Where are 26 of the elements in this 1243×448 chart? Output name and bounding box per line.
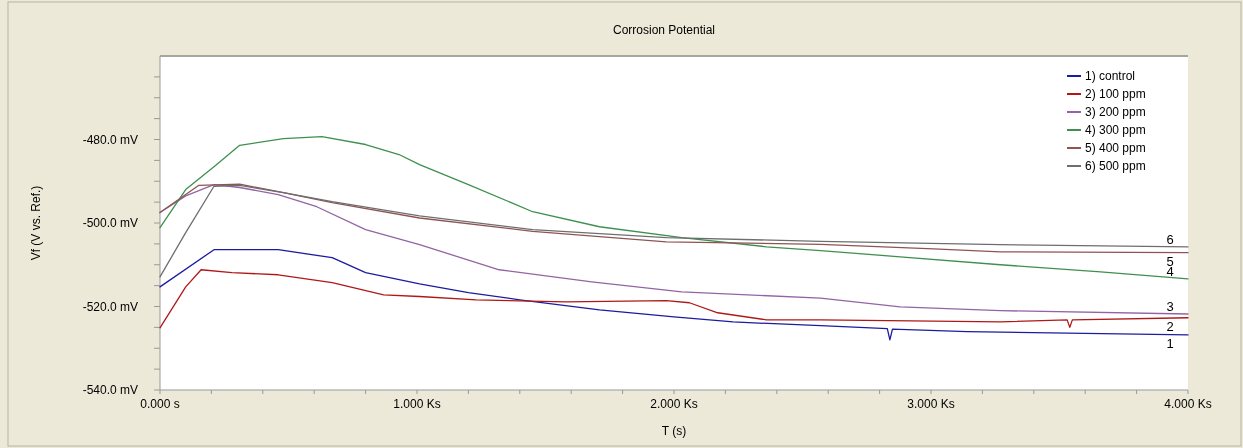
x-tick-label: 4.000 Ks [1164, 397, 1212, 411]
y-tick-label: -520.0 mV [82, 299, 138, 314]
legend-label: 3) 200 ppm [1085, 105, 1146, 120]
legend-label: 2) 100 ppm [1085, 87, 1146, 102]
annotation: 1 [1166, 335, 1174, 351]
y-tick-label: -540.0 mV [82, 383, 138, 398]
annotation: 3 [1166, 299, 1174, 315]
chart-title: Corrosion Potential [612, 23, 716, 37]
x-tick-label: 2.000 Ks [650, 397, 698, 411]
y-axis-title: Vf (V vs. Ref.) [29, 185, 43, 261]
x-tick-label: 0.000 s [140, 397, 180, 411]
legend-label: 6) 500 ppm [1085, 159, 1146, 174]
line-series [159, 183, 1189, 254]
y-tick-label: -480.0 mV [82, 132, 138, 147]
x-tick-label: 3.000 Ks [907, 397, 955, 411]
annotation: 2 [1166, 318, 1174, 334]
line-series [159, 184, 1189, 278]
legend-label: 5) 400 ppm [1085, 141, 1146, 156]
y-tick-label: -500.0 mV [82, 216, 138, 231]
x-tick-label: 1.000 Ks [393, 397, 441, 411]
line-series [159, 249, 1189, 341]
line-series [159, 135, 1189, 280]
legend-label: 4) 300 ppm [1085, 123, 1146, 138]
legend-label: 1) control [1085, 69, 1136, 84]
annotation: 6 [1166, 231, 1174, 247]
x-axis-title: T (s) [661, 424, 687, 438]
